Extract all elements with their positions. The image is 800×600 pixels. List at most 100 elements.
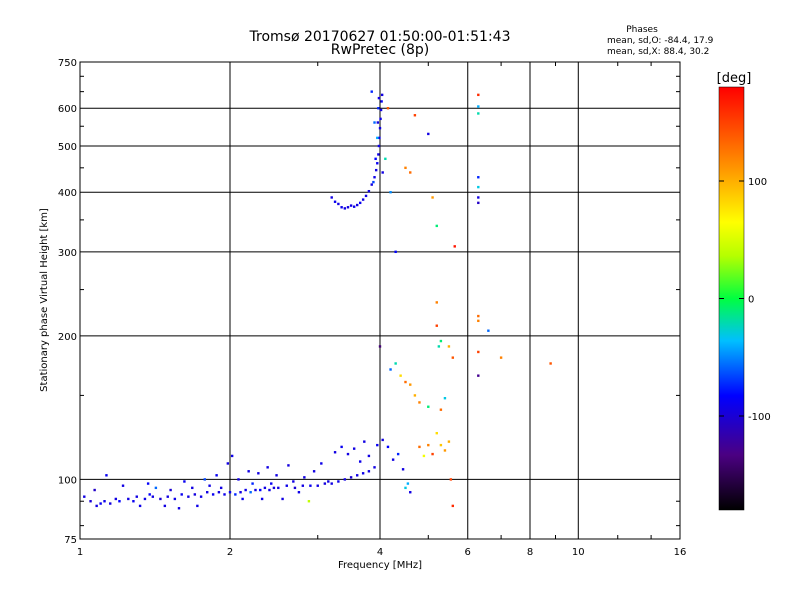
data-point <box>247 470 250 473</box>
data-point <box>374 157 377 161</box>
data-point <box>337 202 340 206</box>
x-tick-label: 6 <box>465 547 471 558</box>
data-point <box>389 368 392 371</box>
data-point <box>340 206 343 209</box>
data-point <box>381 438 384 442</box>
data-point <box>453 245 456 248</box>
data-point <box>352 447 356 450</box>
data-point <box>378 345 382 348</box>
data-point <box>370 183 373 186</box>
data-point <box>377 153 380 156</box>
data-point <box>127 497 130 501</box>
data-point <box>443 396 447 400</box>
data-point <box>427 132 430 136</box>
data-point <box>320 462 323 465</box>
data-point <box>355 203 359 207</box>
data-point <box>205 491 209 494</box>
data-point <box>435 324 438 327</box>
data-point <box>443 449 447 452</box>
data-point <box>384 157 387 161</box>
colorbar-tick-label: 100 <box>748 177 767 188</box>
y-tick-label: 750 <box>58 58 77 69</box>
data-point <box>418 401 421 404</box>
data-point <box>196 504 199 508</box>
data-point <box>477 196 480 199</box>
y-axis-ticks: 75 100 200 300 400 500 600 750 <box>58 58 680 546</box>
data-point <box>451 356 455 359</box>
data-point <box>431 452 434 456</box>
data-point <box>379 117 382 121</box>
data-point <box>303 476 306 479</box>
x-tick-label: 2 <box>227 547 233 558</box>
data-point <box>380 93 384 97</box>
y-tick-label: 600 <box>58 104 77 115</box>
data-point <box>437 345 441 348</box>
data-point <box>373 176 376 179</box>
data-point <box>151 495 155 498</box>
data-point <box>373 466 376 469</box>
data-point <box>138 504 142 508</box>
data-point <box>435 301 438 304</box>
data-point <box>391 458 395 461</box>
data-point <box>257 472 260 475</box>
data-point <box>143 497 147 501</box>
x-axis-label: Frequency [MHz] <box>338 560 422 571</box>
data-point <box>266 466 269 469</box>
data-point <box>208 484 211 487</box>
data-point <box>413 114 417 117</box>
colorbar-tick-label: 0 <box>748 295 754 306</box>
data-point <box>381 171 384 174</box>
data-point <box>239 491 242 494</box>
data-point <box>199 495 203 498</box>
data-point <box>394 250 397 254</box>
data-point <box>234 493 237 496</box>
data-point <box>340 445 343 449</box>
colorbar-ticks: 100 0 -100 <box>719 177 771 423</box>
data-point <box>89 500 92 503</box>
data-point <box>287 464 290 467</box>
data-point <box>358 460 362 463</box>
data-point <box>361 472 365 475</box>
data-point <box>477 350 480 354</box>
data-point <box>251 482 254 485</box>
data-point <box>349 476 353 479</box>
data-point <box>237 478 240 481</box>
data-point <box>132 500 135 503</box>
data-point <box>374 168 378 172</box>
data-point <box>477 314 480 318</box>
data-point <box>217 491 221 494</box>
data-point <box>401 468 405 471</box>
data-point <box>427 443 430 447</box>
x-tick-label: 8 <box>527 547 533 558</box>
data-point <box>477 105 480 108</box>
data-point <box>394 362 397 365</box>
data-point <box>409 171 412 174</box>
data-point <box>477 93 480 97</box>
data-point <box>376 136 379 140</box>
data-point <box>249 491 252 494</box>
data-point <box>244 488 247 492</box>
data-point <box>379 108 383 112</box>
data-point <box>404 166 407 170</box>
data-point <box>292 480 295 483</box>
data-point <box>169 488 172 492</box>
data-point <box>343 478 347 481</box>
data-point <box>477 176 480 179</box>
data-point <box>254 488 257 492</box>
data-point <box>307 500 311 503</box>
data-point <box>386 445 390 449</box>
data-point <box>180 493 183 496</box>
data-point <box>389 191 392 194</box>
phase-info-o: mean, sd,O: -84.4, 17.9 <box>607 36 714 46</box>
data-point <box>409 383 412 386</box>
data-point <box>376 162 379 165</box>
x-tick-label: 10 <box>572 547 585 558</box>
data-point <box>422 454 426 458</box>
data-point <box>413 394 417 397</box>
chart-title: Tromsø 20170627 01:50:00-01:51:43 <box>249 29 511 45</box>
data-point <box>277 486 280 490</box>
data-point <box>370 90 373 93</box>
data-point <box>163 504 167 508</box>
data-point <box>377 107 380 110</box>
